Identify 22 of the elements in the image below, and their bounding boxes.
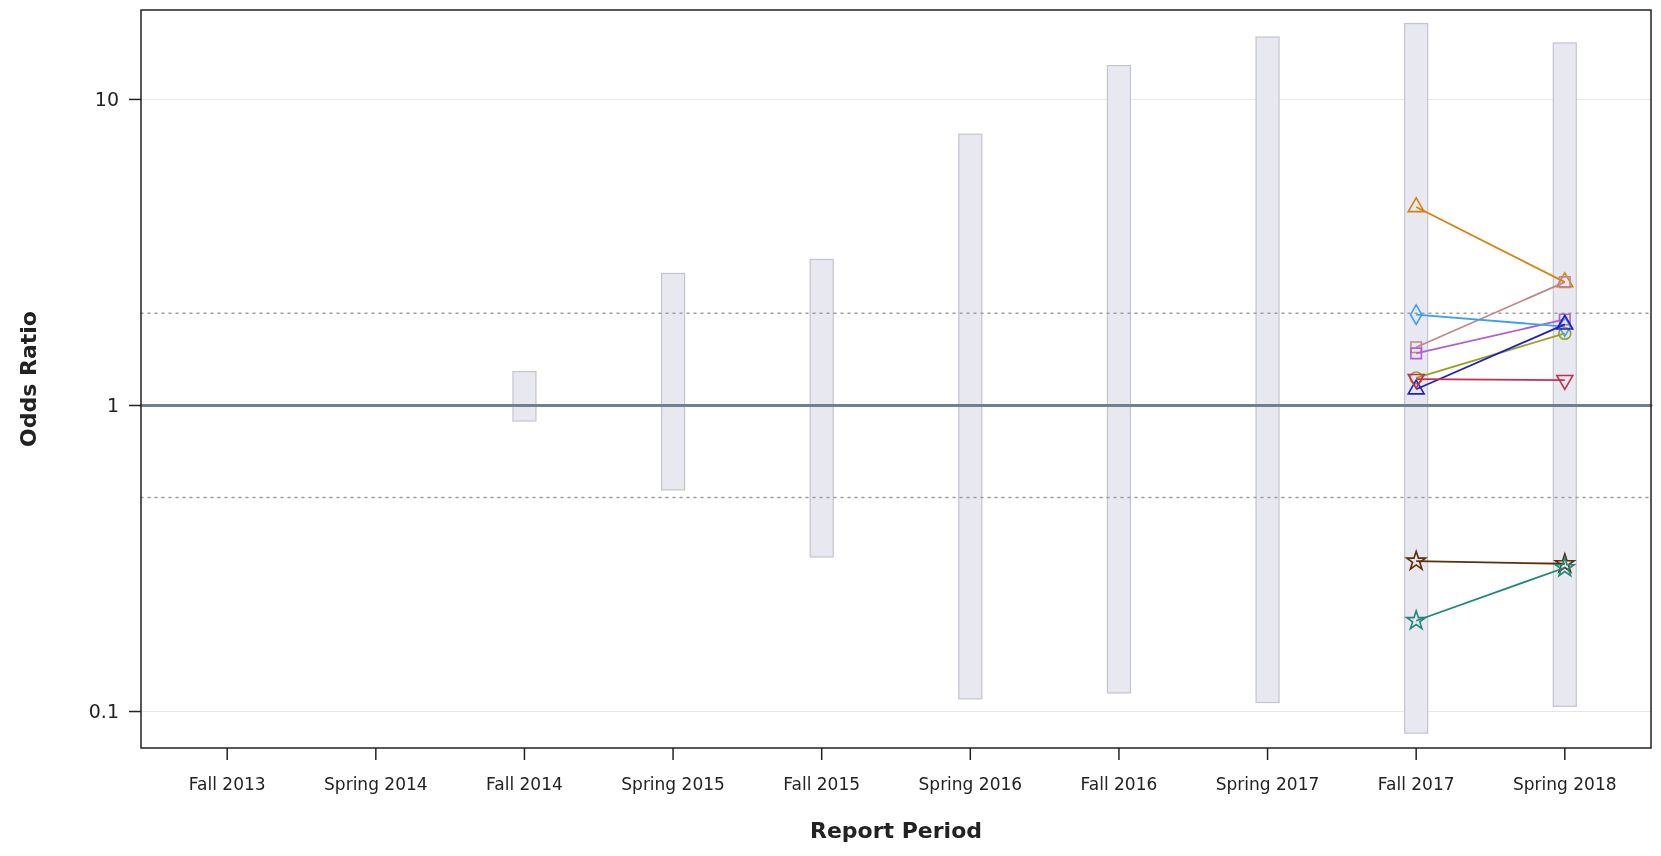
y-axis-title: Odds Ratio [16, 311, 41, 447]
point [1405, 550, 1427, 570]
point [1410, 347, 1423, 360]
bar [958, 133, 983, 700]
x-tick-label: Spring 2015 [621, 774, 725, 794]
x-tick-label: Fall 2016 [1080, 774, 1158, 794]
y-tick-label: 10 [94, 88, 119, 111]
x-axis-title: Report Period [809, 818, 983, 843]
x-tick-label: Spring 2014 [324, 774, 428, 794]
x-tick-label: Spring 2017 [1215, 774, 1320, 794]
y-tick-label: 1 [106, 394, 119, 417]
x-tick-label: Fall 2014 [486, 774, 563, 794]
y-tick-label: 0.1 [88, 700, 119, 723]
x-tick-label: Spring 2018 [1513, 774, 1617, 794]
bar [512, 371, 537, 422]
bar [660, 272, 686, 491]
bar [809, 258, 834, 558]
x-tick-label: Fall 2015 [783, 774, 861, 794]
x-tick-label: Spring 2016 [918, 774, 1023, 794]
point [1405, 610, 1427, 630]
x-tick-label: Fall 2013 [188, 774, 266, 794]
x-tick-label: Fall 2017 [1377, 774, 1455, 794]
